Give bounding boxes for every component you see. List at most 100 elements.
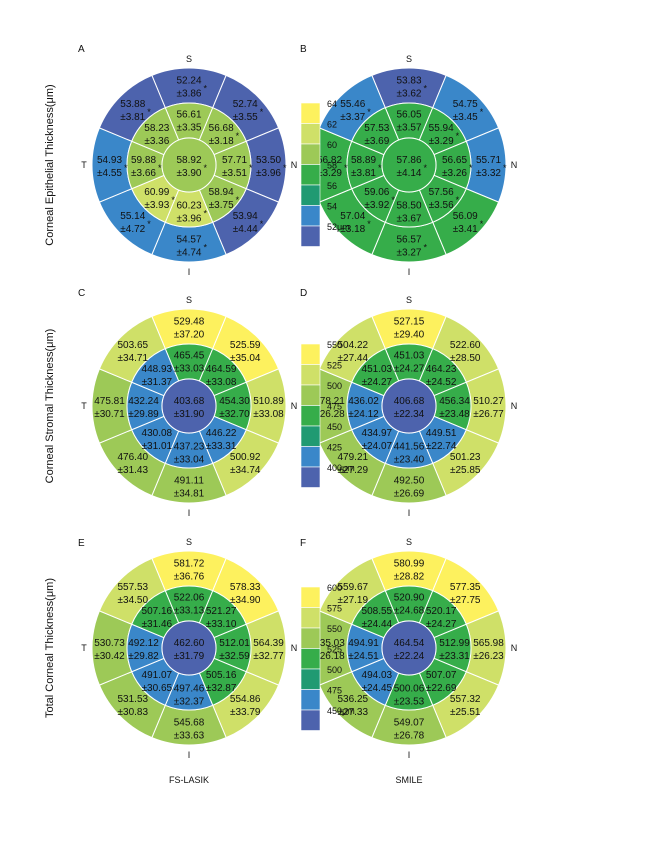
outer-label-sd: ±3.55 [233, 112, 258, 123]
row-label: Corneal Epithelial Thickness(μm) [44, 84, 56, 245]
outer-label-sd: ±31.43 [118, 465, 149, 476]
outer-label-sd: ±34.50 [118, 595, 149, 606]
outer-label-value: 545.68 [174, 718, 205, 729]
outer-label-value: 53.83 [396, 76, 421, 87]
inner-label-value: 60.23 [176, 201, 201, 212]
center-label-sd: ±4.14 [397, 168, 422, 179]
outer-label-sd: ±29.40 [394, 330, 425, 341]
inner-label-sd: ±3.96 [177, 214, 202, 225]
outer-label-sd: ±34.90 [230, 595, 261, 606]
inner-label-sd: ±3.35 [177, 123, 202, 134]
inner-label-sd: ±24.51 [348, 651, 379, 662]
outer-label-sd: ±34.74 [230, 465, 261, 476]
outer-label-sd: ±28.50 [450, 353, 481, 364]
legend-swatch [300, 668, 321, 690]
legend-tick: 525 [327, 361, 342, 371]
outer-label-value: 56.82 [317, 155, 342, 166]
outer-label-sd: ±34.71 [118, 353, 149, 364]
outer-label-sd: ±3.45 [453, 112, 478, 123]
outer-label-significance-star: * [367, 107, 371, 117]
orientation-inferior: I [408, 508, 411, 518]
inner-label-value: 446.22 [206, 428, 237, 439]
legend-swatch [300, 164, 321, 186]
inner-label-value: 494.91 [348, 638, 379, 649]
outer-label-significance-star: * [283, 163, 287, 173]
legend-tick: 64 [327, 99, 337, 109]
outer-label-sd: ±26.23 [473, 651, 504, 662]
inner-label-sd: ±3.69 [364, 136, 389, 147]
center-label-value: 464.54 [394, 638, 425, 649]
legend-tick: 500 [327, 665, 342, 675]
inner-label-sd: ±24.07 [362, 441, 393, 452]
orientation-temporal: T [81, 643, 87, 653]
legend-tick: 475 [327, 402, 342, 412]
inner-label-sd: ±32.37 [174, 697, 205, 708]
outer-label-sd: ±26.28 [314, 409, 345, 420]
inner-label-value: 451.03 [362, 364, 393, 375]
outer-label-sd: ±3.29 [317, 168, 342, 179]
center-zone [381, 137, 437, 193]
legend-swatch [300, 343, 321, 365]
outer-label-significance-star: * [204, 243, 208, 253]
orientation-temporal: T [81, 401, 87, 411]
inner-label-sd: ±24.44 [362, 619, 393, 630]
outer-label-value: 529.48 [174, 317, 205, 328]
inner-label-value: 497.46 [174, 684, 205, 695]
outer-label-sd: ±32.77 [253, 651, 284, 662]
outer-label-value: 52.74 [233, 99, 258, 110]
center-label-sd: ±31.90 [174, 409, 205, 420]
inner-label-sd: ±22.69 [426, 683, 457, 694]
outer-label-sd: ±27.75 [450, 595, 481, 606]
legend-swatch [300, 225, 321, 247]
outer-label-significance-star: * [147, 107, 151, 117]
outer-label-significance-star: * [424, 243, 428, 253]
inner-label-significance-star: * [171, 195, 175, 205]
center-zone [161, 620, 217, 676]
inner-label-value: 507.16 [142, 606, 173, 617]
orientation-nasal: N [511, 401, 518, 411]
outer-label-value: 530.73 [94, 638, 125, 649]
legend-tick: 450μm [327, 706, 355, 716]
outer-label-value: 557.53 [117, 582, 148, 593]
inner-label-value: 58.50 [396, 201, 421, 212]
inner-label-sd: ±24.27 [426, 619, 457, 630]
inner-label-value: 57.56 [429, 187, 454, 198]
panel-letter: E [78, 538, 85, 549]
outer-label-sd: ±3.18 [340, 224, 365, 235]
outer-label-value: 501.23 [450, 452, 481, 463]
orientation-inferior: I [408, 267, 411, 277]
inner-label-value: 56.68 [209, 123, 234, 134]
legend-tick: 550 [327, 624, 342, 634]
orientation-inferior: I [188, 267, 191, 277]
outer-label-sd: ±26.69 [394, 489, 425, 500]
inner-label-value: 500.06 [394, 684, 425, 695]
legend-tick: 550 [327, 340, 342, 350]
inner-label-value: 492.12 [128, 638, 159, 649]
panel-letter: C [78, 288, 85, 299]
outer-label-value: 57.04 [340, 211, 365, 222]
group-caption: SMILE [395, 775, 422, 785]
center-label-sd: ±22.34 [394, 409, 425, 420]
inner-label-value: 494.03 [362, 670, 393, 681]
orientation-superior: S [186, 295, 192, 305]
inner-label-value: 57.53 [364, 123, 389, 134]
outer-label-sd: ±33.63 [174, 731, 205, 742]
legend-swatch [300, 689, 321, 711]
inner-label-sd: ±24.68 [394, 606, 425, 617]
inner-label-sd: ±29.89 [128, 409, 159, 420]
outer-label-value: 56.09 [453, 211, 478, 222]
inner-label-sd: ±31.01 [142, 441, 173, 452]
inner-label-significance-star: * [391, 195, 395, 205]
legend-tick: 600 [327, 583, 342, 593]
outer-label-sd: ±4.72 [120, 224, 145, 235]
inner-label-sd: ±3.93 [144, 200, 169, 211]
inner-label-value: 57.71 [222, 155, 247, 166]
legend-swatch [300, 648, 321, 670]
inner-label-value: 58.89 [351, 155, 376, 166]
inner-label-sd: ±3.81 [351, 168, 376, 179]
center-zone [381, 620, 437, 676]
inner-label-significance-star: * [204, 209, 208, 219]
orientation-superior: S [186, 54, 192, 64]
outer-label-sd: ±34.81 [174, 489, 205, 500]
inner-label-sd: ±33.03 [174, 364, 205, 375]
